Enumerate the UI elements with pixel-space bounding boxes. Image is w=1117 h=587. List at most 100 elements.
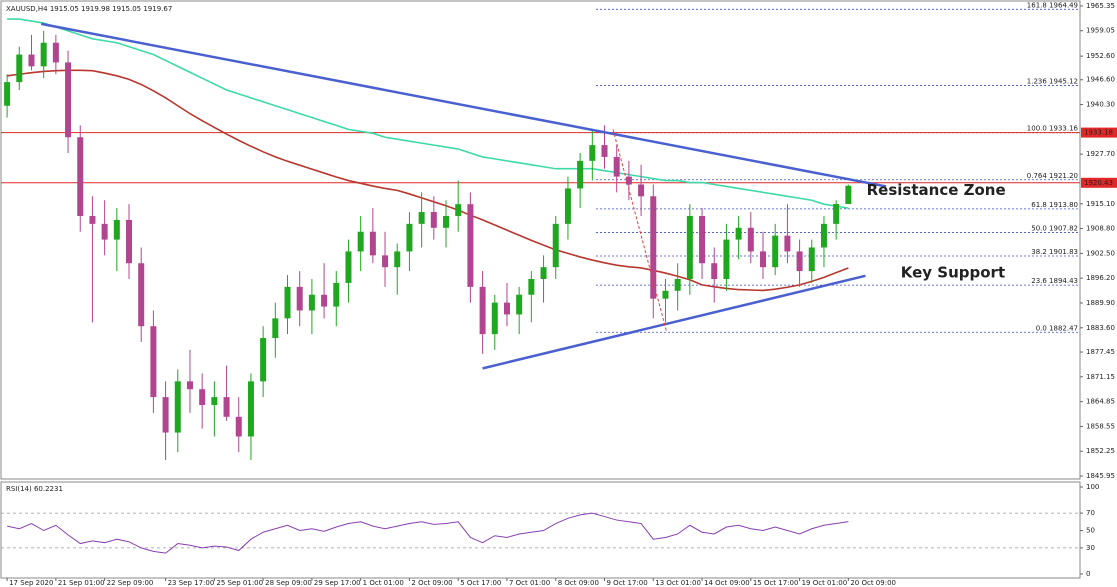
moving-average bbox=[6, 69, 849, 292]
candle-body bbox=[345, 251, 352, 283]
candle-body bbox=[820, 223, 827, 248]
candle-body bbox=[235, 416, 242, 437]
candle-body bbox=[174, 381, 181, 433]
candle-body bbox=[101, 223, 108, 240]
candle-body bbox=[16, 54, 23, 83]
candle-body bbox=[113, 219, 120, 240]
y-tick-label: 1940.30 bbox=[1086, 101, 1115, 109]
candle-body bbox=[735, 227, 742, 240]
x-tick-label: 1 Oct 01:00 bbox=[363, 579, 404, 587]
y-tick-label: 1858.55 bbox=[1086, 422, 1115, 430]
candle-body bbox=[625, 176, 632, 185]
candle-body bbox=[4, 82, 11, 106]
candle-body bbox=[467, 204, 474, 287]
fib-label: 161.8 1964.49 bbox=[1027, 1, 1078, 9]
x-tick-label: 17 Sep 2020 bbox=[9, 579, 53, 587]
candle-body bbox=[65, 62, 72, 138]
x-tick-label: 28 Sep 09:00 bbox=[265, 579, 312, 587]
candle-body bbox=[418, 212, 425, 224]
fib-label: 0.764 1921.20 bbox=[1027, 172, 1078, 180]
y-tick-label: 1915.10 bbox=[1086, 200, 1115, 208]
candle-body bbox=[516, 294, 523, 315]
candle-body bbox=[760, 251, 767, 268]
candle-body bbox=[247, 381, 254, 437]
x-tick-label: 14 Oct 09:00 bbox=[704, 579, 750, 587]
candle-body bbox=[503, 302, 510, 315]
candle-body bbox=[382, 255, 389, 268]
chart-title: XAUUSD,H4 1915.05 1919.98 1915.05 1919.6… bbox=[6, 5, 172, 13]
x-tick-label: 23 Sep 17:00 bbox=[168, 579, 215, 587]
candle-body bbox=[845, 185, 852, 204]
fib-label: 23.6 1894.43 bbox=[1031, 277, 1078, 285]
y-tick-label: 1952.60 bbox=[1086, 52, 1115, 60]
level-label: 1920.43 bbox=[1084, 179, 1113, 187]
candle-body bbox=[126, 219, 133, 264]
candle-body bbox=[186, 381, 193, 390]
candle-body bbox=[223, 397, 230, 417]
candle-body bbox=[308, 294, 315, 311]
y-tick-label: 1927.70 bbox=[1086, 150, 1115, 158]
candle-body bbox=[577, 160, 584, 189]
candle-body bbox=[406, 223, 413, 252]
candle-body bbox=[150, 326, 157, 398]
x-tick-label: 22 Sep 09:00 bbox=[107, 579, 154, 587]
candle-body bbox=[321, 294, 328, 307]
candle-body bbox=[662, 290, 669, 299]
candle-body bbox=[491, 302, 498, 335]
candle-body bbox=[589, 145, 596, 161]
x-tick-label: 25 Sep 01:00 bbox=[216, 579, 263, 587]
candle-body bbox=[333, 282, 340, 307]
candle-body bbox=[686, 215, 693, 279]
candle-body bbox=[260, 338, 267, 382]
candle-body bbox=[650, 196, 657, 299]
candle-body bbox=[52, 42, 59, 63]
fib-label: 61.8 1913.80 bbox=[1031, 201, 1078, 209]
candle-body bbox=[552, 223, 559, 268]
rsi-label: RSI(14) 60.2231 bbox=[6, 485, 63, 493]
candle-body bbox=[747, 227, 754, 252]
candle-body bbox=[272, 318, 279, 339]
candle-body bbox=[479, 286, 486, 335]
x-tick-label: 8 Oct 09:00 bbox=[558, 579, 599, 587]
candle-body bbox=[28, 54, 35, 67]
candle-body bbox=[540, 267, 547, 279]
candle-body bbox=[199, 389, 206, 405]
candle-body bbox=[284, 286, 291, 319]
candle-body bbox=[784, 235, 791, 252]
rsi-line bbox=[6, 512, 849, 554]
level-label: 1933.18 bbox=[1084, 129, 1113, 137]
x-tick-label: 19 Oct 01:00 bbox=[802, 579, 848, 587]
rsi-tick-label: 100 bbox=[1086, 483, 1099, 491]
candle-body bbox=[296, 286, 303, 311]
x-tick-label: 13 Oct 01:00 bbox=[655, 579, 701, 587]
moving-average bbox=[7, 18, 849, 209]
x-tick-label: 5 Oct 17:00 bbox=[460, 579, 501, 587]
y-tick-label: 1902.50 bbox=[1086, 249, 1115, 257]
candle-body bbox=[369, 231, 376, 256]
x-tick-label: 20 Oct 09:00 bbox=[850, 579, 896, 587]
candle-body bbox=[613, 156, 620, 177]
candle-body bbox=[723, 239, 730, 279]
rsi-tick-label: 70 bbox=[1086, 509, 1095, 517]
y-tick-label: 1877.45 bbox=[1086, 348, 1115, 356]
rsi-tick-label: 50 bbox=[1086, 527, 1095, 535]
y-tick-label: 1946.60 bbox=[1086, 76, 1115, 84]
candle-body bbox=[711, 263, 718, 279]
candle-body bbox=[162, 397, 169, 433]
y-tick-label: 1965.35 bbox=[1086, 2, 1115, 10]
candle-body bbox=[394, 251, 401, 268]
y-tick-label: 1896.20 bbox=[1086, 274, 1115, 282]
x-tick-label: 2 Oct 09:00 bbox=[411, 579, 452, 587]
y-tick-label: 1908.80 bbox=[1086, 225, 1115, 233]
candle-body bbox=[796, 251, 803, 272]
fib-label: 100.0 1933.16 bbox=[1027, 125, 1079, 133]
candle-body bbox=[808, 247, 815, 272]
y-tick-label: 1871.15 bbox=[1086, 373, 1115, 381]
x-tick-label: 7 Oct 01:00 bbox=[509, 579, 550, 587]
candle-body bbox=[564, 188, 571, 224]
trendline bbox=[40, 22, 887, 188]
candle-body bbox=[772, 235, 779, 268]
